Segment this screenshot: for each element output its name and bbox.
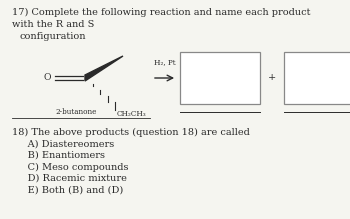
- Bar: [180, 52, 260, 104]
- Text: configuration: configuration: [20, 32, 86, 41]
- Text: E) Both (B) and (D): E) Both (B) and (D): [12, 185, 123, 194]
- Text: C) Meso compounds: C) Meso compounds: [12, 162, 128, 172]
- Text: 17) Complete the following reaction and name each product: 17) Complete the following reaction and …: [12, 8, 310, 17]
- Bar: [284, 52, 350, 104]
- Text: A) Diastereomers: A) Diastereomers: [12, 140, 114, 148]
- Text: with the R and S: with the R and S: [12, 20, 95, 29]
- Text: 18) The above products (question 18) are called: 18) The above products (question 18) are…: [12, 128, 250, 137]
- Polygon shape: [85, 56, 123, 81]
- Text: +: +: [268, 74, 276, 83]
- Text: 2-butanone: 2-butanone: [55, 108, 96, 116]
- Text: D) Racemic mixture: D) Racemic mixture: [12, 174, 127, 183]
- Text: B) Enantiomers: B) Enantiomers: [12, 151, 105, 160]
- Text: H₂, Pt: H₂, Pt: [154, 58, 175, 66]
- Text: O: O: [43, 74, 51, 83]
- Text: CH₂CH₃: CH₂CH₃: [117, 110, 147, 118]
